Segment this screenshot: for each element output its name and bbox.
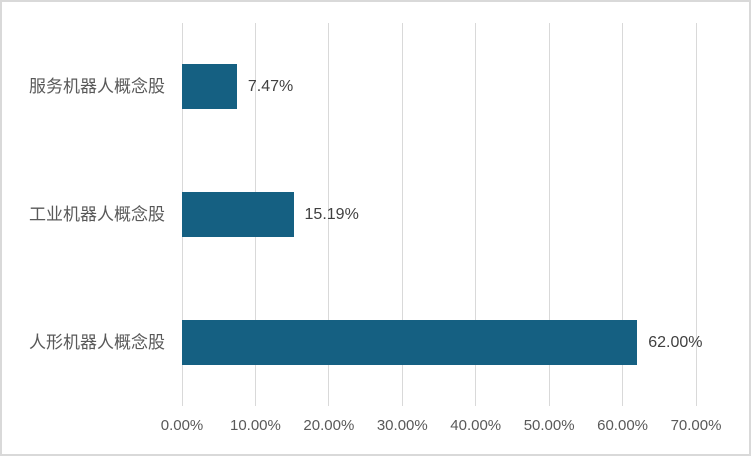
gridline (475, 23, 477, 406)
category-label: 服务机器人概念股 (29, 77, 165, 97)
value-label: 7.47% (247, 78, 294, 96)
bar (182, 64, 237, 110)
gridline (328, 23, 330, 406)
x-tick-label: 20.00% (303, 417, 355, 434)
value-label: 62.00% (648, 333, 703, 351)
category-axis: 服务机器人概念股 工业机器人概念股 人形机器人概念股 (2, 23, 165, 406)
x-tick-label: 0.00% (160, 417, 204, 434)
x-axis: 0.00% 10.00% 20.00% 30.00% 40.00% 50.00% 60.00… (161, 414, 722, 438)
x-tick-label: 50.00% (523, 417, 575, 434)
x-tick-label: 70.00% (670, 417, 722, 434)
gridline (548, 23, 550, 406)
category-label: 工业机器人概念股 (29, 205, 165, 224)
x-tick-label: 10.00% (229, 417, 281, 434)
x-tick-label: 40.00% (450, 417, 502, 434)
value-label: 15.19% (304, 206, 359, 223)
bar (182, 319, 638, 365)
x-tick-label: 30.00% (376, 417, 428, 434)
category-label: 人形机器人概念股 (29, 332, 165, 352)
gridline (401, 23, 403, 406)
gridline (695, 23, 697, 406)
x-tick-label: 60.00% (597, 417, 648, 434)
gridline (622, 23, 624, 406)
plot-area: 7.47% 15.19% 62.00% (181, 23, 703, 406)
bar (182, 192, 294, 237)
